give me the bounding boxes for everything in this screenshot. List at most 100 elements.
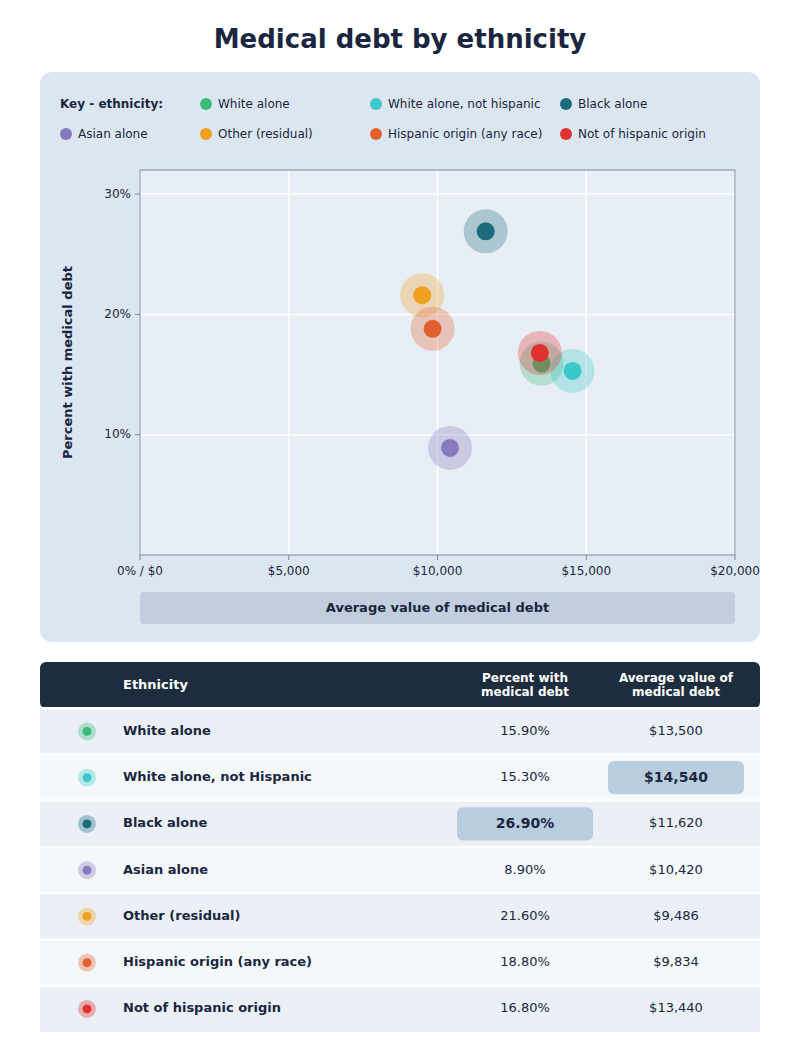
grid-line [288,170,290,555]
legend-label: Other (residual) [218,127,313,141]
point-dot [531,344,549,362]
legend-item: White alone [200,97,290,111]
row-label: Black alone [123,815,207,830]
tick [135,314,140,315]
cell-value: 15.30% [500,769,550,784]
axes: 0% / $0$5,000$10,000$15,000$20,00010%20%… [104,170,759,578]
point [411,307,455,351]
row-dot [83,773,92,782]
row-label: Hispanic origin (any race) [123,954,312,969]
points [400,209,594,470]
row-dot-ring [78,861,96,879]
plot-background [140,170,735,555]
table-cell [457,715,593,748]
table-separator [40,800,760,803]
row-dot-ring [78,769,96,787]
table-cell [457,992,593,1025]
table-row-bg [40,801,760,847]
point [428,426,472,470]
tick-label: $5,000 [268,564,310,578]
x-label-bar [140,592,735,624]
text-line: medical debt [481,685,569,699]
grid-line [437,170,439,555]
table-header-label: Percent withmedical debt [481,671,569,699]
tick [735,555,736,560]
row-dot [83,727,92,736]
row-dot [83,958,92,967]
table-row-bg [40,940,760,986]
legend-swatch [60,128,72,140]
table-separator [40,846,760,849]
legend-label: Black alone [578,97,647,111]
cell-value: 8.90% [504,862,545,877]
row-dot-ring [78,1000,96,1018]
text-line: Percent with [482,671,568,685]
tick-label: 0% / $0 [117,564,163,578]
table-cell [608,715,744,748]
tick [135,434,140,435]
table-header [40,662,760,708]
point-ring [411,307,455,351]
point-ring [518,331,562,375]
panel [40,72,760,642]
page: {"chart_data": [ {"type": "scatter", "ti… [0,0,800,1042]
text-line: Average value of [619,671,734,685]
legend-swatch [560,128,572,140]
point-dot [441,439,459,457]
legend-title: Key - ethnicity: [60,97,163,111]
table-row-bg [40,986,760,1032]
point-ring [464,209,508,253]
table-cell [608,900,744,933]
tick-label: 10% [104,427,131,441]
table-row-bg [40,708,760,754]
title: Medical debt by ethnicity [214,24,587,54]
row-dot [83,866,92,875]
cell-value: 21.60% [500,908,550,923]
table-separator [40,707,760,710]
cell-value: $9,486 [653,908,699,923]
table-row-bg [40,893,760,939]
table-separator [40,985,760,988]
table-row: White alone15.90%$13,500 [40,708,760,754]
cell-value: $11,620 [649,815,703,830]
table-row: Not of hispanic origin16.80%$13,440 [40,986,760,1032]
table-row: Hispanic origin (any race)18.80%$9,834 [40,940,760,986]
row-dot-ring [78,954,96,972]
table-row: Asian alone 8.90% $10,420 [40,847,760,893]
table-row-bg [40,755,760,801]
tick-label: $15,000 [561,564,611,578]
legend-item: Hispanic origin (any race) [370,127,542,141]
row-label: Asian alone [123,862,208,877]
cell-value: $10,420 [649,862,703,877]
row-label: Other (residual) [123,908,240,923]
table-cell [457,900,593,933]
grid [140,170,735,555]
cell-value: 15.90% [500,723,550,738]
cell-value: $9,834 [653,954,699,969]
grid-line [140,193,735,195]
table-cell [608,992,744,1025]
point-dot [564,362,582,380]
table-cell [608,853,744,886]
table-header-label: Ethnicity [123,677,188,692]
cell-value: 16.80% [500,1000,550,1015]
tick-label: 30% [104,187,131,201]
legend-label: White alone [218,97,290,111]
legend-item: Other (residual) [200,127,313,141]
chart: Medical debt by ethnicity Key - ethnicity… [0,0,800,1042]
cell-value: $13,500 [649,723,703,738]
table-cell [457,946,593,979]
axis-label: Percent with medical debt [60,266,75,459]
legend-label: Asian alone [78,127,148,141]
legend-label: Hispanic origin (any race) [388,127,542,141]
cell-value: 26.90% [496,815,554,831]
point [464,209,508,253]
point-dot [477,222,495,240]
table-row: Black alone 26.90% $11,620 [40,801,760,847]
legend-swatch [200,98,212,110]
legend-swatch [200,128,212,140]
cell-value: $14,540 [644,769,708,785]
row-dot-ring [78,815,96,833]
legend-label: White alone, not hispanic [388,97,541,111]
legend: Key - ethnicity: White alone White alone, … [60,97,706,141]
